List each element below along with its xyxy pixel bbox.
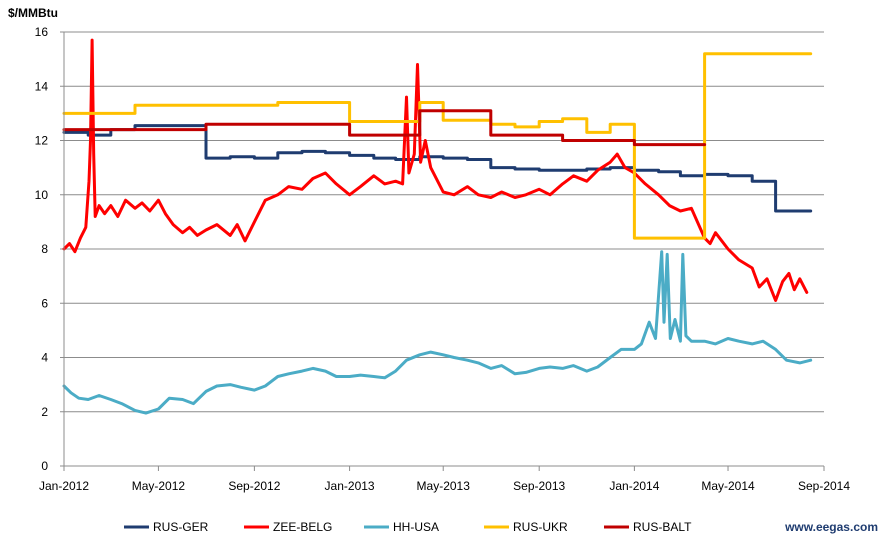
series-lines (62, 38, 813, 415)
x-tick-label: Sep-2014 (798, 479, 850, 493)
y-tick-label: 0 (41, 459, 48, 473)
y-tick-label: 2 (41, 405, 48, 419)
legend-label-rus-ukr: RUS-UKR (513, 520, 568, 534)
gridlines (64, 31, 824, 413)
y-tick-label: 12 (35, 134, 49, 148)
source-label: www.eegas.com (784, 520, 878, 534)
x-tick-label: Sep-2013 (513, 479, 565, 493)
y-axis-ticks: 0 2 4 6 8 10 12 14 16 (35, 25, 64, 473)
y-tick-label: 14 (35, 79, 49, 93)
series-line-zee-belg (62, 38, 809, 302)
y-tick-label: 8 (41, 242, 48, 256)
y-tick-label: 6 (41, 296, 48, 310)
y-axis-label: $/MMBtu (8, 6, 58, 20)
series-line-rus-balt (62, 109, 707, 147)
x-tick-label: May-2014 (701, 479, 755, 493)
x-axis-ticks: Jan-2012 May-2012 Sep-2012 Jan-2013 May-2013… (39, 466, 850, 493)
y-tick-label: 4 (41, 351, 48, 365)
x-tick-label: Jan-2013 (325, 479, 375, 493)
x-tick-label: Jan-2014 (609, 479, 659, 493)
x-tick-label: Jan-2012 (39, 479, 89, 493)
legend-label-rus-ger: RUS-GER (153, 520, 209, 534)
legend-label-zee-belg: ZEE-BELG (273, 520, 332, 534)
y-tick-label: 16 (35, 25, 49, 39)
y-tick-label: 10 (35, 188, 49, 202)
series-line-rus-ukr (62, 52, 813, 240)
series-line-hh-usa (62, 250, 813, 415)
legend-label-hh-usa: HH-USA (393, 520, 439, 534)
series-line-rus-ger (62, 124, 813, 213)
legend: RUS-GER ZEE-BELG HH-USA RUS-UKR RUS-BALT (124, 520, 692, 534)
legend-label-rus-balt: RUS-BALT (633, 520, 692, 534)
axes (63, 32, 824, 467)
x-tick-label: May-2012 (132, 479, 186, 493)
x-tick-label: Sep-2012 (228, 479, 280, 493)
x-tick-label: May-2013 (417, 479, 471, 493)
